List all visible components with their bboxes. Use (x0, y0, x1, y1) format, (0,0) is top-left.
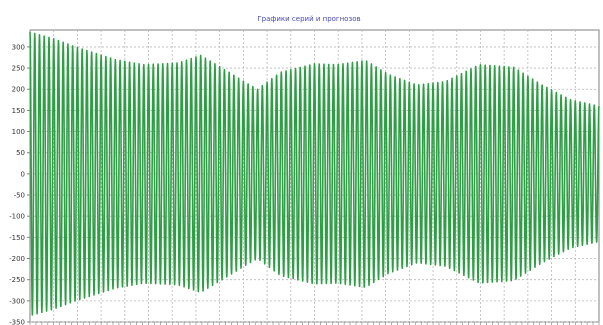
y-tick-label: 150 (12, 107, 25, 115)
y-tick-label: 300 (12, 43, 25, 51)
series-layer (29, 32, 600, 316)
y-tick-label: -250 (9, 276, 25, 284)
y-tick-label: -200 (9, 255, 25, 263)
series-line (29, 32, 600, 316)
y-tick-label: -100 (9, 213, 25, 221)
y-tick-label: 50 (16, 149, 25, 157)
y-tick-label: 0 (21, 170, 25, 178)
y-tick-label: 200 (12, 86, 25, 94)
y-tick-label: -300 (9, 297, 25, 305)
y-tick-label: -350 (9, 319, 25, 325)
chart-title: Графики серий и прогнозов (257, 15, 360, 23)
y-tick-label: -150 (9, 234, 25, 242)
y-tick-label: 250 (12, 65, 25, 73)
y-tick-label: -50 (14, 192, 25, 200)
y-tick-label: 100 (12, 128, 25, 136)
